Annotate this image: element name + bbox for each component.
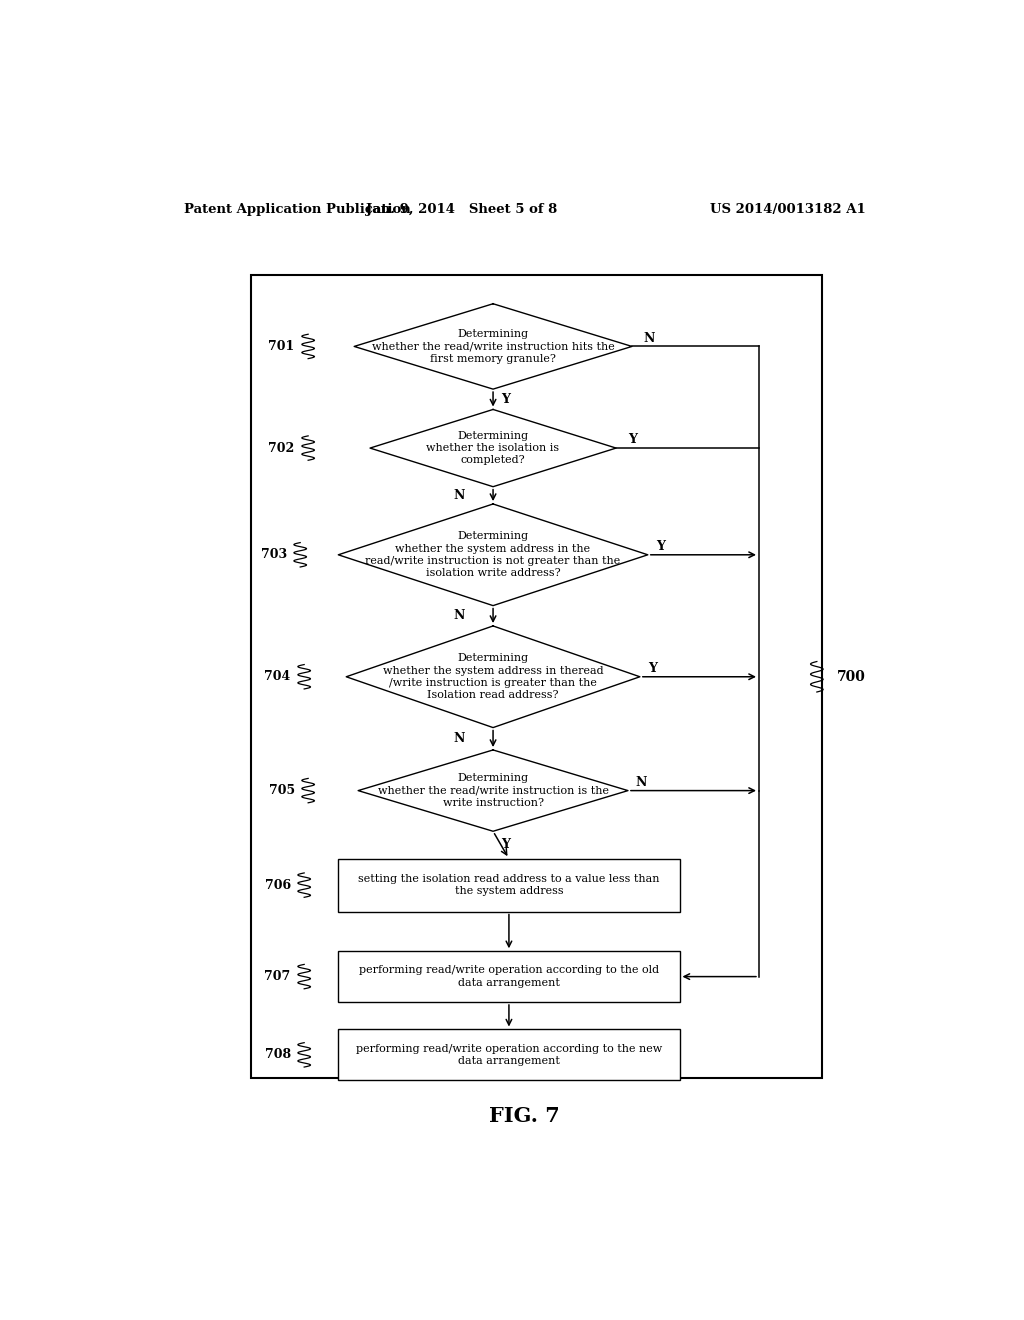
- Text: performing read/write operation according to the old
data arrangement: performing read/write operation accordin…: [358, 965, 659, 987]
- Text: 705: 705: [268, 784, 295, 797]
- Text: 702: 702: [268, 442, 295, 454]
- Bar: [251, 276, 822, 1078]
- Text: Determining
whether the system address in the
read/write instruction is not grea: Determining whether the system address i…: [366, 531, 621, 578]
- Text: N: N: [644, 331, 655, 345]
- Text: N: N: [454, 733, 465, 746]
- Text: Determining
whether the system address in theread
/write instruction is greater : Determining whether the system address i…: [383, 653, 603, 701]
- Text: 704: 704: [264, 671, 291, 684]
- Bar: [338, 1030, 680, 1080]
- Text: 701: 701: [268, 341, 295, 352]
- Bar: [338, 952, 680, 1002]
- Text: FIG. 7: FIG. 7: [489, 1106, 560, 1126]
- Text: 708: 708: [264, 1048, 291, 1061]
- Text: 706: 706: [264, 879, 291, 891]
- Bar: [338, 859, 680, 912]
- Text: setting the isolation read address to a value less than
the system address: setting the isolation read address to a …: [358, 874, 659, 896]
- Text: Y: Y: [628, 433, 637, 446]
- Text: Determining
whether the read/write instruction hits the
first memory granule?: Determining whether the read/write instr…: [372, 329, 614, 364]
- Text: N: N: [636, 776, 647, 789]
- Text: Y: Y: [501, 838, 510, 851]
- Text: Determining
whether the read/write instruction is the
write instruction?: Determining whether the read/write instr…: [378, 774, 608, 808]
- Text: US 2014/0013182 A1: US 2014/0013182 A1: [711, 203, 866, 215]
- Text: Determining
whether the isolation is
completed?: Determining whether the isolation is com…: [426, 430, 560, 466]
- Text: Patent Application Publication: Patent Application Publication: [183, 203, 411, 215]
- Text: 703: 703: [260, 548, 287, 561]
- Text: performing read/write operation according to the new
data arrangement: performing read/write operation accordin…: [355, 1044, 663, 1067]
- Text: Jan. 9, 2014   Sheet 5 of 8: Jan. 9, 2014 Sheet 5 of 8: [366, 203, 557, 215]
- Text: Y: Y: [655, 540, 665, 553]
- Text: 707: 707: [264, 970, 291, 983]
- Text: 700: 700: [837, 669, 865, 684]
- Text: N: N: [454, 610, 465, 622]
- Text: N: N: [454, 488, 465, 502]
- Text: Y: Y: [648, 663, 656, 675]
- Text: Y: Y: [501, 393, 510, 405]
